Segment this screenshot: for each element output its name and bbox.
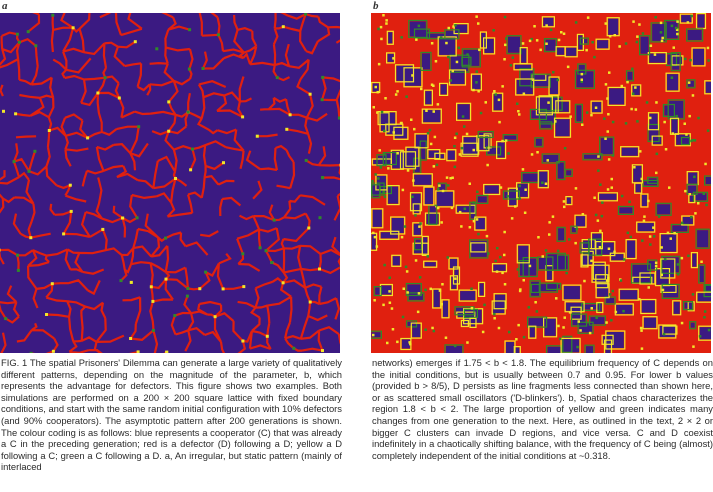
panel-a-label: a [2,0,8,12]
changed-cells [371,13,711,353]
panel-b-pattern [371,13,711,353]
caption-column-right: networks) emerges if 1.75 < b < 1.8. The… [372,357,713,492]
cooperator-clusters [371,14,711,353]
panel-b-label: b [373,0,379,12]
caption-column-left: FIG. 1 The spatial Prisoners' Dilemma ca… [1,357,342,492]
panel-a-pattern [0,13,340,353]
caption-right-text: networks) emerges if 1.75 < b < 1.8. The… [372,357,713,461]
changed-cells [0,13,340,353]
defector-network [0,13,340,353]
caption-left-text: FIG. 1 The spatial Prisoners' Dilemma ca… [1,357,342,473]
panel-a-lattice-image [0,13,340,353]
panel-b-lattice-image [371,13,711,353]
